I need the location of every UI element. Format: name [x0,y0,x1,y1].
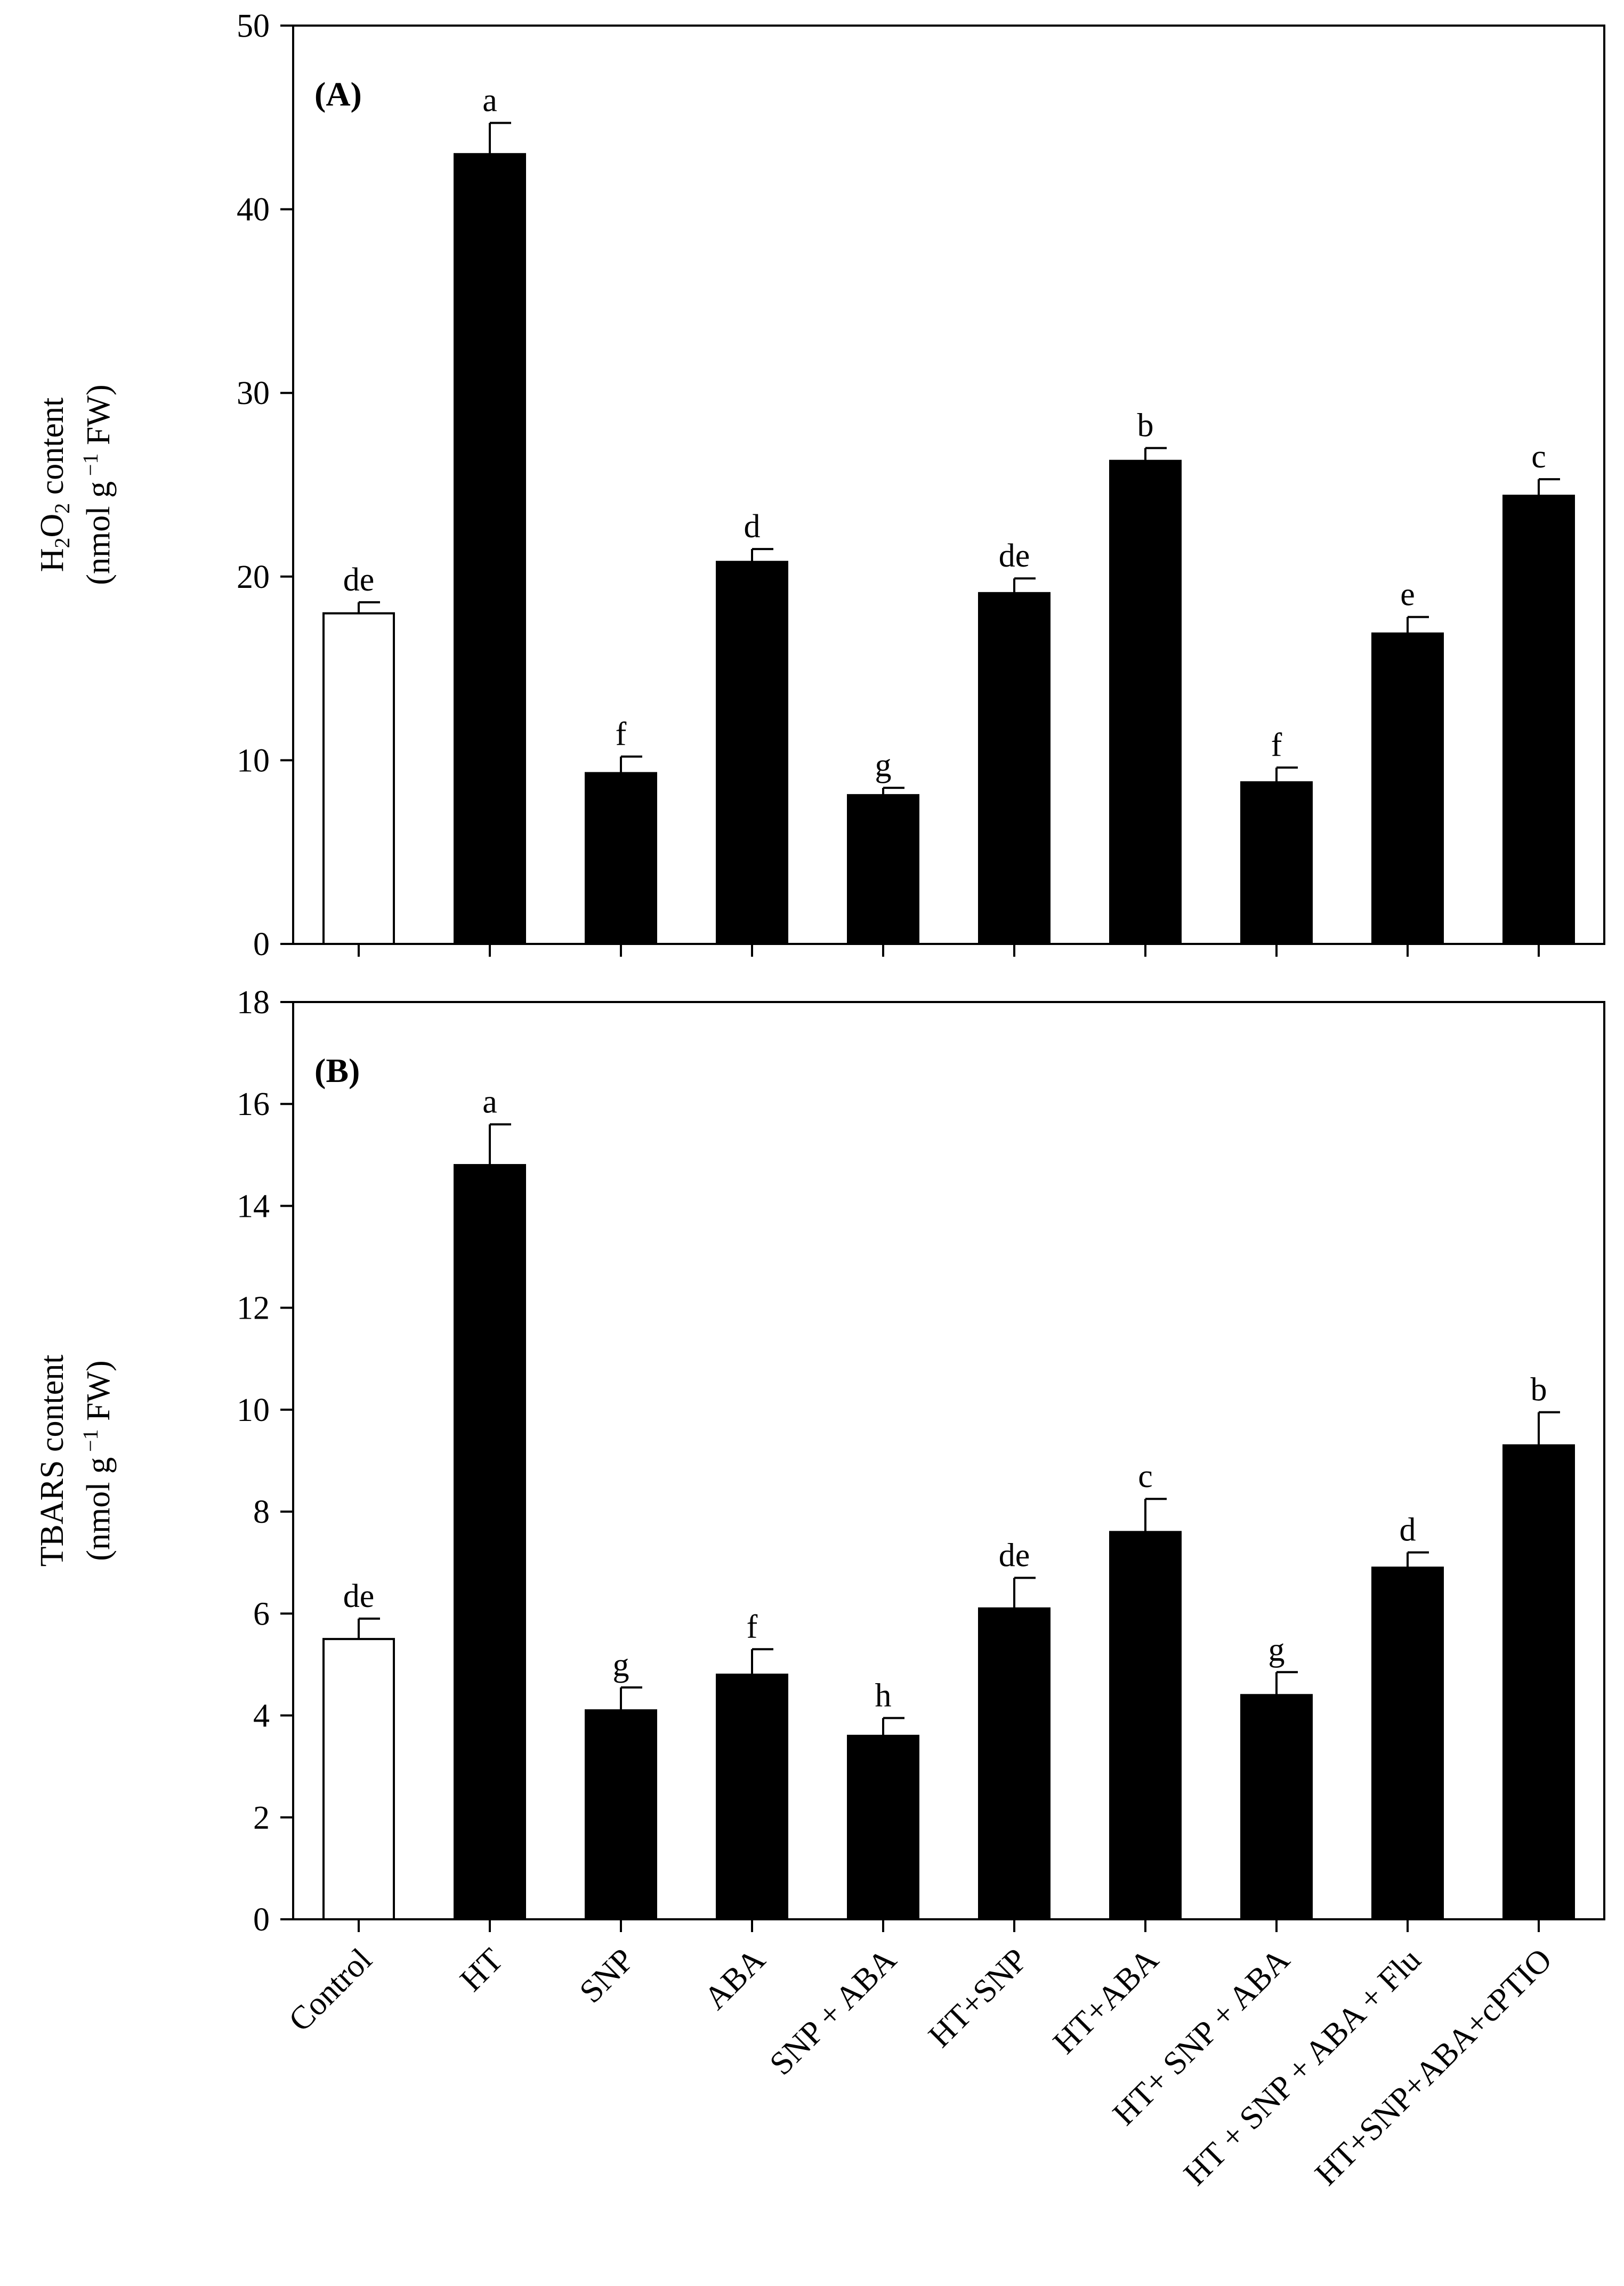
y-tick-label: 50 [237,8,270,44]
y-tick-label: 20 [237,559,270,595]
significance-letter: a [482,1084,497,1120]
y-axis-title-part: O [34,514,70,538]
x-category-label: HT+SNP [922,1942,1035,2055]
significance-letter: h [875,1677,892,1714]
bar-ht-snp-aba [1240,1694,1313,1920]
y-axis-unit: (nmol g −1 FW) [78,384,117,585]
bar-ht-snp-aba-cptio [1502,1444,1575,1920]
bar-ht-snp-aba [1240,781,1313,945]
x-category-label: SNP + ABA [763,1942,903,2082]
significance-letter: d [744,508,761,545]
y-tick-label: 10 [237,742,270,779]
subscript-digit: 2 [50,503,74,514]
significance-letter: de [999,1537,1030,1573]
significance-letter: de [343,562,375,598]
y-axis-title: H2O2 content [34,398,74,572]
bar-snp-aba [847,1734,919,1921]
bar-aba [716,561,788,946]
panel-label: (B) [314,1052,360,1089]
y-tick-label: 4 [253,1698,270,1734]
y-axis-title-part: content [34,398,70,503]
significance-letter: a [482,83,497,119]
x-category-label: ABA [697,1942,772,2017]
x-category-label: HT [453,1942,510,1999]
y-axis-unit-part: FW) [80,1360,117,1429]
significance-letter: f [616,716,627,753]
y-tick-label: 0 [253,926,270,963]
significance-letter: c [1531,439,1546,475]
significance-letter: d [1400,1512,1416,1548]
bar-ht [454,1164,526,1920]
bar-ht-aba [1109,1531,1182,1920]
bar-ht-aba [1109,459,1182,945]
plot-frame [292,25,1605,945]
bar-control [322,1638,395,1920]
bar-ht-snp-aba-flu [1371,632,1444,945]
superscript-exponent: −1 [78,453,102,481]
bar-control [322,612,395,945]
bar-snp-aba [847,794,919,946]
y-tick-label: 6 [253,1596,270,1632]
bar-ht-snp [978,592,1051,945]
significance-letter: f [1271,727,1282,763]
y-axis-unit: (nmol g −1 FW) [78,1360,117,1561]
plot-frame [292,1001,1605,1920]
x-category-label: HT + SNP + ABA + Flu [1177,1942,1428,2193]
x-category-label: SNP [572,1942,641,2010]
bar-ht-snp [978,1607,1051,1920]
y-axis-unit-part: (nmol g [80,481,117,585]
significance-letter: g [1269,1631,1285,1668]
significance-letter: g [613,1647,629,1683]
y-axis-title: TBARS content [34,1355,70,1567]
significance-letter: b [1531,1372,1547,1408]
y-tick-label: 14 [237,1188,270,1224]
significance-letter: c [1138,1458,1153,1495]
significance-letter: de [343,1578,375,1614]
y-tick-label: 12 [237,1290,270,1327]
bar-snp [585,1709,657,1920]
subscript-digit: 2 [50,538,74,548]
y-tick-label: 40 [237,192,270,228]
bar-ht [454,153,526,946]
significance-letter: g [875,747,892,783]
y-tick-label: 0 [253,1902,270,1938]
y-tick-label: 16 [237,1086,270,1122]
y-axis-unit-part: (nmol g [80,1457,117,1561]
x-category-label: HT+SNP+ABA+cPTIO [1308,1942,1559,2193]
panel-b-tbars-chart: 0 2 4 6 8 10 12 14 16 18 de a g f h de c g d b (B) TBARS cont… [34,984,1605,1938]
significance-letter: f [747,1609,758,1645]
y-tick-label: 30 [237,375,270,411]
x-category-label: HT+ABA [1046,1942,1166,2061]
significance-letter: b [1137,408,1154,444]
superscript-exponent: −1 [78,1429,102,1457]
bar-snp [585,772,657,945]
bar-ht-snp-aba-cptio [1502,495,1575,945]
x-category-label: Control [282,1942,379,2039]
y-axis-unit-part: FW) [80,384,117,453]
y-tick-label: 8 [253,1494,270,1530]
bar-ht-snp-aba-flu [1371,1566,1444,1921]
panel-label: (A) [314,75,362,113]
significance-letter: e [1400,577,1415,613]
y-tick-label: 2 [253,1800,270,1836]
bar-aba [716,1674,788,1920]
y-axis-title-part: TBARS content [34,1355,70,1567]
y-axis-title-part: H [34,548,70,572]
significance-letter: de [999,538,1030,574]
y-tick-label: 10 [237,1392,270,1428]
y-tick-label: 18 [237,984,270,1021]
